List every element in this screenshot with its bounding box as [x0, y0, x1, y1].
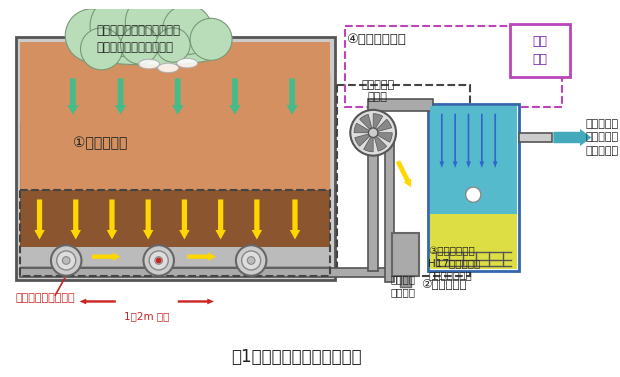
Circle shape [242, 251, 260, 270]
FancyArrow shape [229, 78, 241, 115]
Circle shape [155, 257, 162, 264]
Wedge shape [373, 114, 383, 133]
Circle shape [56, 251, 76, 270]
Bar [345, 26, 562, 107]
Wedge shape [355, 133, 373, 146]
Circle shape [350, 110, 396, 156]
Bar [400, 276, 411, 287]
Text: 図1　吸引通気方式の概略図: 図1 吸引通気方式の概略図 [232, 348, 362, 366]
Bar [20, 247, 330, 266]
Circle shape [247, 257, 255, 264]
Text: ④電装・制御系: ④電装・制御系 [347, 33, 406, 46]
Text: ②吸引通気系: ②吸引通気系 [421, 278, 466, 291]
Text: 吸引通気用
送風機: 吸引通気用 送風機 [361, 80, 394, 102]
Text: 制御
装置: 制御 装置 [533, 35, 547, 66]
FancyArrow shape [178, 299, 214, 304]
FancyArrow shape [143, 199, 153, 239]
Bar [20, 123, 330, 190]
Bar [20, 268, 392, 277]
Wedge shape [364, 133, 373, 152]
Bar [368, 100, 433, 111]
Bar [392, 233, 419, 276]
FancyArrow shape [252, 199, 262, 239]
Circle shape [466, 187, 481, 202]
Bar [20, 190, 330, 247]
FancyArrow shape [290, 199, 300, 239]
Circle shape [368, 128, 378, 138]
Wedge shape [354, 123, 373, 133]
Wedge shape [360, 114, 373, 133]
Bar [20, 190, 330, 276]
FancyArrow shape [71, 199, 81, 239]
Circle shape [143, 245, 174, 276]
Text: 堆肥表層から空気が入り、
アンモニアの揮散を抑制: 堆肥表層から空気が入り、 アンモニアの揮散を抑制 [97, 24, 180, 54]
Circle shape [236, 245, 267, 276]
Bar [430, 214, 517, 269]
Wedge shape [373, 133, 387, 151]
Ellipse shape [139, 59, 159, 69]
Polygon shape [20, 58, 330, 190]
Ellipse shape [83, 44, 221, 65]
Bar [368, 133, 378, 271]
FancyArrow shape [107, 199, 117, 239]
Bar [373, 123, 384, 133]
Bar [16, 37, 335, 280]
Bar [384, 123, 394, 282]
Circle shape [51, 245, 81, 276]
FancyArrow shape [34, 199, 45, 239]
FancyArrow shape [179, 199, 190, 239]
FancyArrow shape [172, 78, 184, 115]
Circle shape [120, 26, 159, 64]
Circle shape [190, 18, 232, 60]
Circle shape [156, 257, 162, 263]
FancyArrow shape [440, 114, 444, 168]
Bar [20, 266, 330, 274]
FancyArrow shape [553, 129, 591, 146]
Text: 木質チップ等を充填: 木質チップ等を充填 [16, 293, 75, 303]
FancyArrow shape [286, 78, 298, 115]
Circle shape [90, 0, 151, 57]
FancyArrow shape [493, 114, 498, 168]
Text: ①堆肥発酵槽: ①堆肥発酵槽 [73, 136, 127, 150]
Wedge shape [373, 133, 392, 142]
Ellipse shape [157, 63, 179, 73]
FancyArrow shape [396, 160, 411, 187]
Circle shape [63, 257, 70, 264]
Text: ドレイン
トラップ: ドレイン トラップ [391, 274, 415, 297]
Text: 二次脱臭、
廃熱利用、
大気開放へ: 二次脱臭、 廃熱利用、 大気開放へ [586, 119, 619, 156]
Circle shape [81, 28, 123, 70]
FancyArrow shape [187, 252, 216, 261]
Circle shape [156, 28, 190, 62]
Bar [430, 106, 517, 214]
FancyArrow shape [79, 299, 116, 304]
Ellipse shape [177, 58, 198, 68]
Circle shape [149, 251, 168, 270]
FancyArrow shape [453, 114, 458, 168]
FancyArrow shape [115, 78, 126, 115]
Circle shape [65, 9, 118, 62]
Text: ③簡易スクラバ
H17年度研究成
果情報にて既報: ③簡易スクラバ H17年度研究成 果情報にて既報 [428, 246, 480, 280]
FancyArrow shape [466, 114, 471, 168]
Bar [428, 104, 519, 271]
FancyArrow shape [479, 114, 484, 168]
Wedge shape [373, 119, 392, 133]
Bar [20, 42, 330, 190]
Bar [337, 85, 471, 276]
Text: 1～2m 間隔: 1～2m 間隔 [123, 311, 169, 321]
Bar [519, 133, 552, 142]
Circle shape [162, 5, 212, 55]
FancyArrow shape [92, 252, 120, 261]
FancyArrow shape [67, 78, 79, 115]
Circle shape [125, 0, 182, 51]
FancyArrow shape [215, 199, 226, 239]
FancyBboxPatch shape [510, 24, 570, 77]
